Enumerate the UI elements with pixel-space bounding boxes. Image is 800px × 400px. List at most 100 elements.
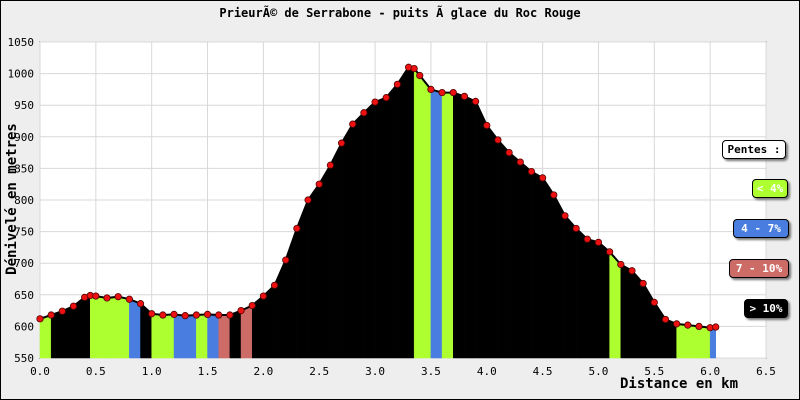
slope-band: [385, 83, 398, 359]
y-tick-label: 850: [14, 162, 34, 175]
profile-point: [58, 307, 66, 315]
profile-point: [527, 167, 536, 176]
axis-ticks: 0.0 0.5 1.0 1.5 2.0 2.5 3.0 3.5 4.0 4.5 5.0 5.5 6.0 6…: [8, 36, 776, 378]
slope-band: [553, 194, 566, 359]
y-tick-label: 800: [14, 194, 34, 207]
legend-item-4-7: 4 - 7%: [733, 219, 789, 238]
slope-band: [464, 95, 476, 359]
profile-point: [583, 235, 591, 243]
slope-band: [129, 298, 141, 359]
slope-band: [575, 227, 588, 359]
slope-band: [564, 215, 577, 359]
slope-band: [709, 326, 716, 359]
slope-band: [374, 97, 387, 359]
slope-band: [95, 295, 108, 359]
profile-point: [114, 293, 122, 301]
profile-point: [539, 174, 547, 182]
profile-point: [337, 139, 346, 147]
profile-point: [47, 311, 55, 319]
slope-band: [497, 139, 510, 359]
profile-point: [410, 64, 418, 73]
y-tick-label: 1000: [8, 68, 35, 81]
profile-point: [684, 321, 692, 329]
slope-band: [173, 314, 186, 359]
slope-band: [609, 251, 622, 359]
profile-point: [427, 85, 435, 94]
profile-point: [606, 248, 614, 256]
legend-title: Pentes :: [722, 140, 786, 159]
profile-point: [92, 292, 100, 300]
profile-point: [516, 158, 524, 166]
y-tick-label: 1050: [8, 36, 35, 49]
slope-band: [318, 164, 331, 359]
profile-point: [572, 224, 580, 233]
profile-point: [148, 310, 156, 318]
profile-point: [159, 311, 167, 319]
profile-point: [69, 302, 78, 310]
x-tick-label: 5.0: [589, 365, 609, 378]
profile-point: [203, 310, 212, 318]
profile-point: [215, 311, 223, 319]
profile-point: [226, 311, 234, 319]
slope-band: [508, 152, 521, 359]
x-tick-label: 6.0: [700, 365, 720, 378]
profile-point: [483, 121, 491, 130]
profile-point: [673, 320, 681, 328]
x-tick-label: 3.5: [421, 365, 441, 378]
slope-band: [50, 310, 63, 359]
x-tick-label: 4.5: [533, 365, 553, 378]
profile-point: [639, 279, 647, 288]
profile-point: [170, 310, 178, 318]
y-tick-label: 700: [14, 257, 34, 270]
x-tick-label: 2.5: [309, 365, 329, 378]
profile-point: [650, 298, 658, 306]
profile-point: [349, 120, 357, 128]
profile-point: [712, 323, 720, 331]
slope-band: [430, 89, 443, 359]
y-tick-label: 750: [14, 226, 34, 239]
profile-point: [270, 281, 279, 289]
profile-point: [326, 161, 334, 169]
profile-point: [237, 306, 245, 315]
slope-band: [207, 314, 219, 359]
x-tick-label: 4.0: [477, 365, 497, 378]
profile-point: [304, 196, 312, 204]
x-tick-label: 2.0: [253, 365, 273, 378]
slope-band: [162, 314, 175, 359]
chart-title: PrieurÃ© de Serrabone - puits Ã glace du…: [219, 6, 581, 20]
slope-band: [486, 124, 499, 359]
y-tick-label: 650: [14, 289, 34, 302]
profile-line: [39, 66, 716, 329]
profile-point: [371, 98, 379, 106]
slope-band: [453, 92, 465, 359]
slope-band: [330, 143, 342, 359]
slope-band: [341, 123, 353, 359]
profile-point: [594, 238, 603, 246]
x-tick-label: 1.5: [198, 365, 218, 378]
slope-band: [531, 171, 543, 359]
profile-point: [617, 260, 625, 269]
profile-point: [248, 301, 256, 310]
slope-band: [196, 314, 208, 359]
slope-band: [520, 161, 532, 359]
slope-band: [90, 295, 97, 359]
slope-band: [542, 177, 555, 359]
x-tick-label: 5.5: [644, 365, 664, 378]
profile-point: [494, 136, 502, 144]
legend-item-7-10: 7 - 10%: [729, 259, 789, 278]
profile-point: [125, 295, 133, 303]
profile-point: [181, 312, 189, 320]
profile-point: [293, 224, 301, 233]
profile-point: [471, 97, 480, 106]
slope-band: [598, 241, 610, 359]
slope-band: [84, 295, 91, 359]
profile-point: [192, 311, 200, 319]
y-tick-label: 950: [14, 99, 34, 112]
profile-point: [282, 256, 290, 264]
slope-band: [698, 326, 711, 359]
y-tick-label: 900: [14, 131, 34, 144]
slope-band: [687, 324, 700, 359]
profile-point: [382, 94, 390, 102]
profile-point: [661, 315, 670, 324]
